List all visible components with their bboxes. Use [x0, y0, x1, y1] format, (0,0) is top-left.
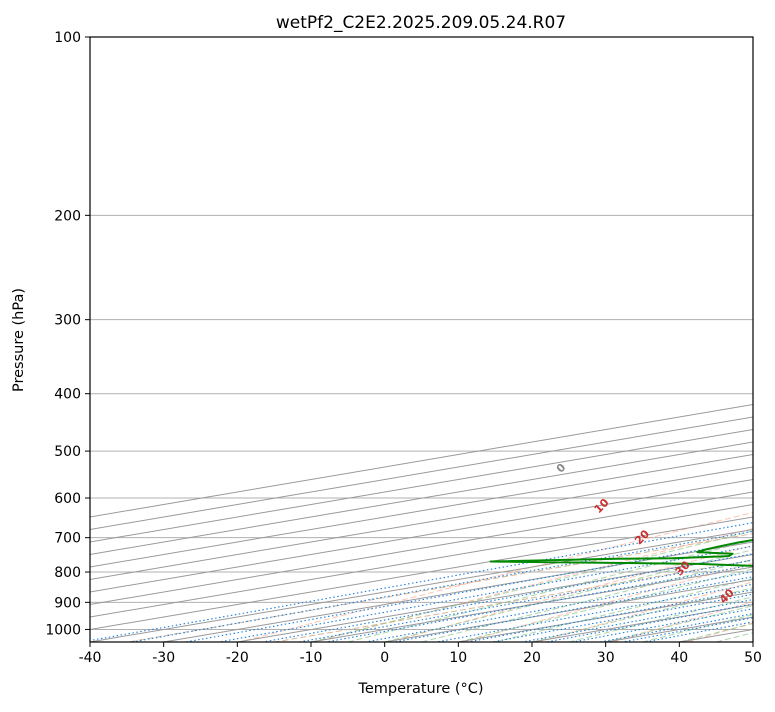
y-tick-label: 400 [54, 387, 81, 403]
y-tick-label: 100 [54, 30, 81, 46]
x-axis-label: Temperature (°C) [357, 681, 483, 697]
y-axis-label: Pressure (hPa) [11, 288, 27, 392]
y-tick-label: 900 [54, 595, 81, 611]
chart-title: wetPf2_C2E2.2025.209.05.24.R07 [276, 13, 566, 33]
x-tick-label: 50 [744, 650, 762, 666]
y-tick-label: 600 [54, 491, 81, 507]
x-tick-label: 20 [523, 650, 541, 666]
x-tick-label: -30 [152, 650, 175, 666]
x-tick-label: 0 [380, 650, 389, 666]
x-tick-label: 40 [670, 650, 688, 666]
y-tick-label: 300 [54, 313, 81, 329]
x-tick-label: 10 [449, 650, 467, 666]
y-tick-label: 500 [54, 444, 81, 460]
x-tick-label: -10 [300, 650, 323, 666]
x-tick-label: -20 [226, 650, 249, 666]
x-tick-label: -40 [79, 650, 102, 666]
y-tick-label: 800 [54, 565, 81, 581]
y-tick-label: 200 [54, 208, 81, 224]
y-tick-label: 1000 [45, 622, 81, 638]
x-tick-label: 30 [597, 650, 615, 666]
y-tick-label: 700 [54, 531, 81, 547]
